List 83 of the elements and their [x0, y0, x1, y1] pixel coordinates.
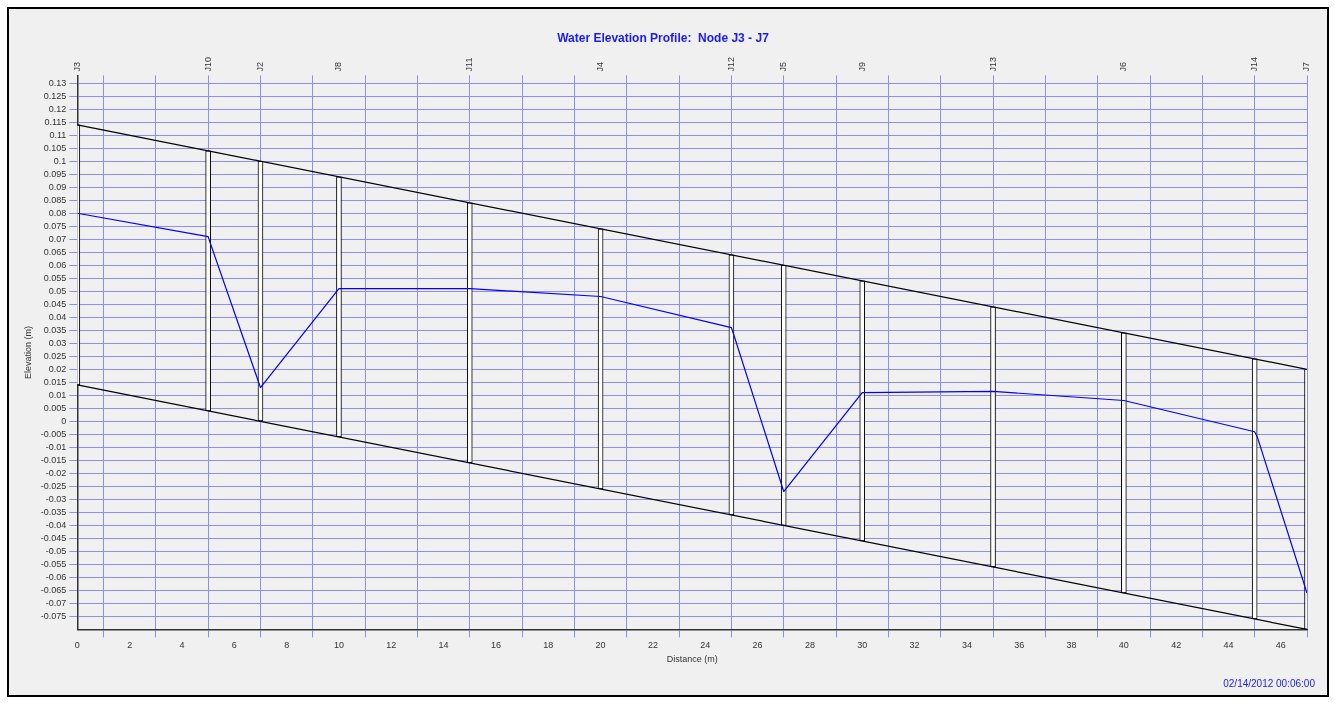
text: J4 [595, 61, 606, 72]
x-tick-label: 30 [857, 640, 868, 651]
y-tick-label: 0.015 [43, 376, 67, 387]
y-tick-label: 0.02 [48, 363, 67, 374]
y-axis-title: Elevation (m) [22, 325, 33, 379]
y-tick-label: 0.13 [48, 77, 67, 88]
y-tick-label: 0.11 [49, 129, 67, 140]
y-tick-label: 0.01 [48, 389, 67, 400]
chart-title: Water Elevation Profile: Node J3 - J7 [557, 30, 770, 45]
text: J13 [987, 56, 998, 72]
y-tick-label: -0.015 [40, 454, 67, 465]
x-tick-label: 14 [438, 640, 449, 651]
text: J2 [254, 61, 265, 72]
y-tick-label: -0.02 [45, 467, 67, 478]
text: J7 [1301, 61, 1312, 72]
text: J12 [725, 56, 736, 72]
text: J8 [333, 61, 344, 72]
y-tick-label: 0.045 [43, 298, 67, 309]
y-tick-label: 0.12 [48, 103, 67, 114]
y-tick-label: 0 [61, 415, 67, 426]
text: J10 [202, 56, 213, 72]
y-tick-label: 0.08 [48, 207, 67, 218]
x-axis-title: Distance (m) [666, 654, 718, 665]
x-tick-label: 12 [386, 640, 397, 651]
x-tick-label: 10 [333, 640, 344, 651]
text: J5 [778, 61, 789, 72]
y-tick-label: 0.125 [43, 90, 67, 101]
y-tick-label: 0.075 [43, 220, 67, 231]
y-tick-label: -0.025 [40, 480, 67, 491]
y-tick-label: 0.105 [43, 142, 67, 153]
x-tick-label: 28 [804, 640, 815, 651]
y-tick-label: 0.05 [48, 285, 67, 296]
text: J11 [464, 57, 475, 72]
text: J14 [1249, 56, 1260, 72]
y-tick-label: -0.055 [40, 558, 67, 569]
y-tick-label: 0.095 [43, 168, 67, 179]
text: J6 [1118, 61, 1129, 72]
x-tick-label: 34 [961, 640, 972, 651]
y-tick-label: -0.07 [45, 597, 67, 608]
x-tick-label: 24 [700, 640, 711, 651]
y-tick-label: -0.05 [45, 545, 67, 556]
x-tick-label: 18 [543, 640, 554, 651]
y-tick-label: -0.075 [40, 610, 67, 621]
y-tick-label: -0.03 [45, 493, 67, 504]
text: 02/14/2012 00:06:00 [1223, 678, 1315, 689]
text: J9 [856, 61, 867, 72]
y-tick-label: -0.005 [40, 428, 67, 439]
y-tick-label: -0.035 [40, 506, 67, 517]
y-tick-label: -0.01 [45, 441, 67, 452]
x-tick-label: 8 [284, 640, 290, 651]
y-tick-label: -0.065 [40, 584, 67, 595]
x-tick-label: 46 [1275, 640, 1286, 651]
y-tick-label: 0.115 [44, 116, 67, 127]
y-tick-label: 0.06 [48, 259, 67, 270]
x-tick-label: 4 [179, 640, 185, 651]
x-tick-label: 42 [1171, 640, 1182, 651]
y-tick-label: 0.07 [48, 233, 67, 244]
y-tick-label: -0.04 [45, 519, 67, 530]
y-tick-label: 0.03 [48, 337, 67, 348]
x-tick-label: 40 [1118, 640, 1129, 651]
x-tick-label: 36 [1014, 640, 1025, 651]
x-tick-label: 22 [647, 640, 658, 651]
y-tick-label: 0.085 [43, 194, 67, 205]
y-tick-label: 0.005 [43, 402, 67, 413]
x-tick-label: 32 [909, 640, 920, 651]
x-tick-label: 0 [74, 640, 80, 651]
y-tick-label: 0.065 [43, 246, 67, 257]
y-tick-label: -0.045 [40, 532, 67, 543]
x-tick-label: 6 [231, 640, 237, 651]
x-tick-label: 26 [752, 640, 763, 651]
text: J3 [71, 61, 82, 72]
x-tick-label: 44 [1223, 640, 1234, 651]
x-tick-label: 38 [1066, 640, 1077, 651]
y-tick-label: -0.06 [45, 571, 67, 582]
y-tick-label: 0.035 [43, 324, 67, 335]
x-tick-label: 16 [490, 640, 501, 651]
y-tick-label: 0.025 [43, 350, 67, 361]
y-tick-label: 0.1 [53, 155, 67, 166]
x-tick-label: 20 [595, 640, 606, 651]
y-tick-label: 0.04 [48, 311, 67, 322]
y-tick-label: 0.055 [43, 272, 67, 283]
y-tick-label: 0.09 [48, 181, 67, 192]
x-tick-label: 2 [127, 640, 133, 651]
